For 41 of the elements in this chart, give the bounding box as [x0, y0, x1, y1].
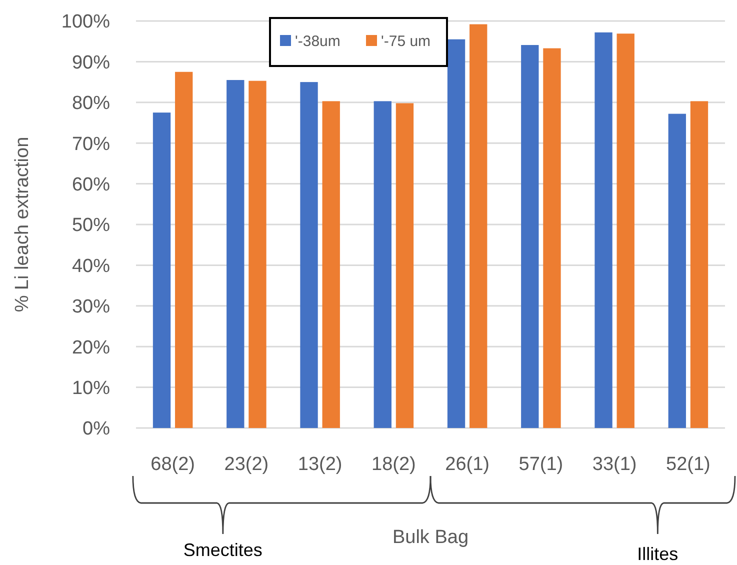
y-tick-label: 100% — [61, 12, 110, 33]
text: Smectites — [183, 540, 262, 560]
bar — [322, 101, 340, 428]
x-tick-label: 23(2) — [224, 454, 269, 475]
x-tick-label: 26(1) — [445, 454, 490, 475]
bar — [543, 48, 561, 428]
legend-label: '-38um — [295, 33, 340, 50]
x-tick-label: 13(2) — [298, 454, 342, 475]
y-tick-label: 0% — [82, 418, 110, 440]
y-tick-label: 70% — [72, 134, 110, 155]
y-tick-label: 60% — [72, 174, 110, 196]
x-tick-label: 57(1) — [518, 454, 564, 475]
x-tick-label: 52(1) — [666, 454, 710, 475]
bar — [616, 34, 634, 428]
x-tick-label: 33(1) — [592, 454, 637, 475]
bar — [594, 32, 612, 428]
bar — [374, 101, 392, 428]
bar — [690, 101, 708, 428]
bar — [248, 80, 266, 428]
legend-label: '-75 um — [381, 33, 431, 50]
bar — [396, 103, 414, 428]
x-tick-label: 18(2) — [372, 454, 416, 475]
bar — [300, 82, 318, 428]
y-tick-label: 20% — [72, 337, 110, 358]
bar — [470, 24, 488, 428]
y-axis-title: % Li leach extraction — [12, 136, 33, 312]
y-tick-label: 80% — [72, 93, 110, 114]
y-tick-label: 50% — [72, 215, 110, 236]
bar — [226, 80, 244, 428]
y-tick-label: 90% — [72, 52, 110, 74]
text: Bulk Bag — [392, 527, 469, 548]
bar — [175, 72, 193, 428]
bar — [521, 45, 539, 428]
y-tick-label: 40% — [72, 256, 110, 277]
x-tick-label: 68(2) — [150, 454, 195, 475]
bar — [152, 112, 171, 428]
bar — [668, 114, 686, 428]
y-tick-label: 10% — [72, 378, 110, 399]
y-tick-label: 30% — [72, 296, 110, 318]
bar — [447, 39, 466, 428]
text: Illites — [637, 544, 678, 564]
